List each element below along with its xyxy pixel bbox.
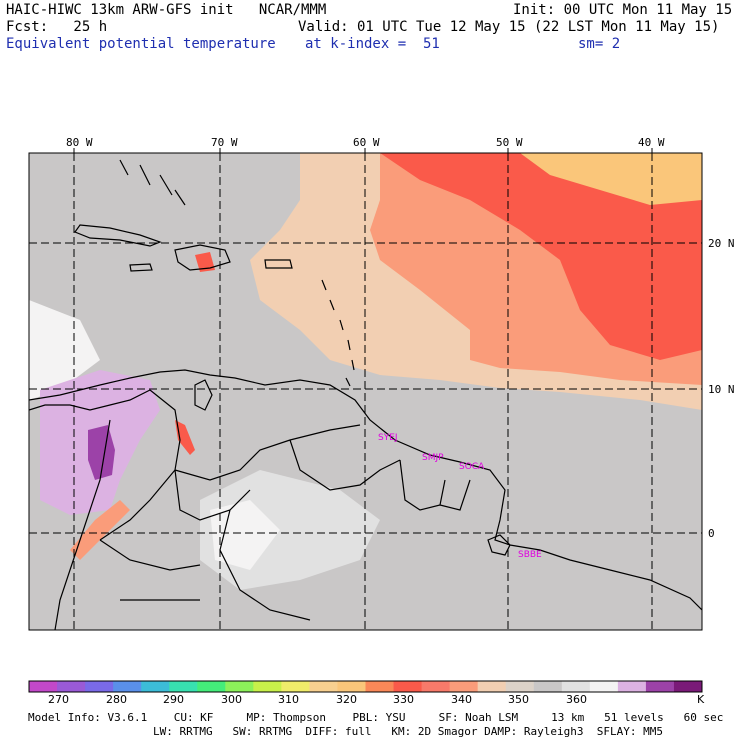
cuba-coast bbox=[74, 224, 162, 247]
field-hot bbox=[380, 153, 702, 360]
lon-label-50w: 50 W bbox=[496, 136, 523, 149]
colorbar-swatch bbox=[617, 681, 647, 692]
pacific-coast bbox=[54, 419, 111, 630]
graticule bbox=[29, 153, 702, 630]
field-white bbox=[29, 300, 100, 400]
level-index: at k-index = 51 bbox=[305, 36, 440, 52]
lat-label-0: 0 bbox=[708, 527, 715, 540]
south-america-coast bbox=[29, 369, 702, 611]
station-sbbe: SBBE bbox=[518, 550, 542, 560]
model-info-line2: LW: RRTMG SW: RRTMG DIFF: full KM: 2D Sm… bbox=[153, 725, 663, 738]
colorbar-swatch bbox=[337, 681, 366, 692]
theta-e-field bbox=[29, 153, 702, 630]
station-soca: SOCA bbox=[459, 462, 485, 472]
colorbar-swatch bbox=[505, 681, 535, 692]
lat-label-20n: 20 N bbox=[708, 237, 735, 250]
colorbar-swatch bbox=[673, 681, 703, 692]
colorbar-swatch bbox=[169, 681, 198, 692]
cb-label-320: 320 bbox=[336, 693, 357, 706]
colorbar-swatch bbox=[85, 681, 114, 692]
coastlines bbox=[29, 159, 702, 630]
lon-label-40w: 40 W bbox=[638, 136, 665, 149]
colorbar-swatch bbox=[281, 681, 310, 692]
lesser-antilles-coast bbox=[321, 279, 355, 387]
colorbar-swatch bbox=[197, 681, 226, 692]
cb-label-280: 280 bbox=[106, 693, 127, 706]
field-red-streak bbox=[175, 420, 195, 455]
country-borders bbox=[99, 389, 471, 621]
colorbar-swatch bbox=[645, 681, 675, 692]
colorbar-swatch bbox=[589, 681, 619, 692]
colorbar-swatch bbox=[421, 681, 451, 692]
field-orange bbox=[520, 153, 702, 205]
cb-label-350: 350 bbox=[508, 693, 529, 706]
lon-label-80w: 80 W bbox=[66, 136, 93, 149]
field-red-streak bbox=[70, 500, 130, 560]
cb-label-310: 310 bbox=[278, 693, 299, 706]
cb-label-340: 340 bbox=[451, 693, 472, 706]
lat-label-10n: 10 N bbox=[708, 383, 735, 396]
model-title: HAIC-HIWC 13km ARW-GFS init NCAR/MMM bbox=[6, 2, 327, 18]
lon-label-60w: 60 W bbox=[353, 136, 380, 149]
field-red-streak bbox=[195, 252, 215, 272]
colorbar-swatch bbox=[113, 681, 142, 692]
colorbar-swatch bbox=[309, 681, 338, 692]
cb-label-290: 290 bbox=[163, 693, 184, 706]
top-ticks bbox=[73, 148, 653, 153]
colorbar-swatch bbox=[225, 681, 254, 692]
lake-maracaibo bbox=[194, 379, 213, 411]
field-purple bbox=[88, 425, 115, 480]
station-smjp: SMJP bbox=[422, 453, 444, 463]
bahamas-coast bbox=[119, 159, 186, 206]
puerto-rico-coast bbox=[264, 259, 293, 269]
init-time: Init: 00 UTC Mon 11 May 15 bbox=[513, 2, 733, 18]
colorbar-swatch bbox=[365, 681, 395, 692]
colorbar-swatch bbox=[533, 681, 563, 692]
cb-label-270: 270 bbox=[48, 693, 69, 706]
cb-label-330: 330 bbox=[393, 693, 414, 706]
jamaica-coast bbox=[129, 263, 153, 272]
field-name: Equivalent potential temperature bbox=[6, 36, 276, 52]
field-white bbox=[210, 500, 280, 570]
lon-label-70w: 70 W bbox=[211, 136, 238, 149]
lat-labels: 20 N 10 N 0 bbox=[708, 237, 735, 540]
lon-labels: 80 W 70 W 60 W 50 W 40 W bbox=[66, 136, 665, 149]
central-america-coast bbox=[29, 389, 151, 411]
valid-time: Valid: 01 UTC Tue 12 May 15 (22 LST Mon … bbox=[298, 19, 720, 35]
colorbar-swatch bbox=[561, 681, 591, 692]
forecast-hour: Fcst: 25 h bbox=[6, 19, 108, 35]
colorbar bbox=[28, 680, 703, 693]
smoothing: sm= 2 bbox=[578, 36, 621, 52]
cb-label-unit: K bbox=[697, 693, 705, 706]
colorbar-swatch bbox=[393, 681, 423, 692]
colorbar-frame bbox=[28, 680, 703, 693]
colorbar-swatch bbox=[449, 681, 479, 692]
cb-label-300: 300 bbox=[221, 693, 242, 706]
station-labels: SYEJ SMJP SOCA SBBE bbox=[378, 433, 542, 560]
colorbar-swatch bbox=[29, 681, 58, 692]
cb-label-360: 360 bbox=[566, 693, 587, 706]
station-syej: SYEJ bbox=[378, 433, 398, 443]
colorbar-swatch bbox=[141, 681, 170, 692]
colorbar-swatch bbox=[253, 681, 282, 692]
colorbar-swatch bbox=[477, 681, 507, 692]
colorbar-swatch bbox=[57, 681, 86, 692]
model-info-line1: Model Info: V3.6.1 CU: KF MP: Thompson P… bbox=[28, 711, 724, 724]
